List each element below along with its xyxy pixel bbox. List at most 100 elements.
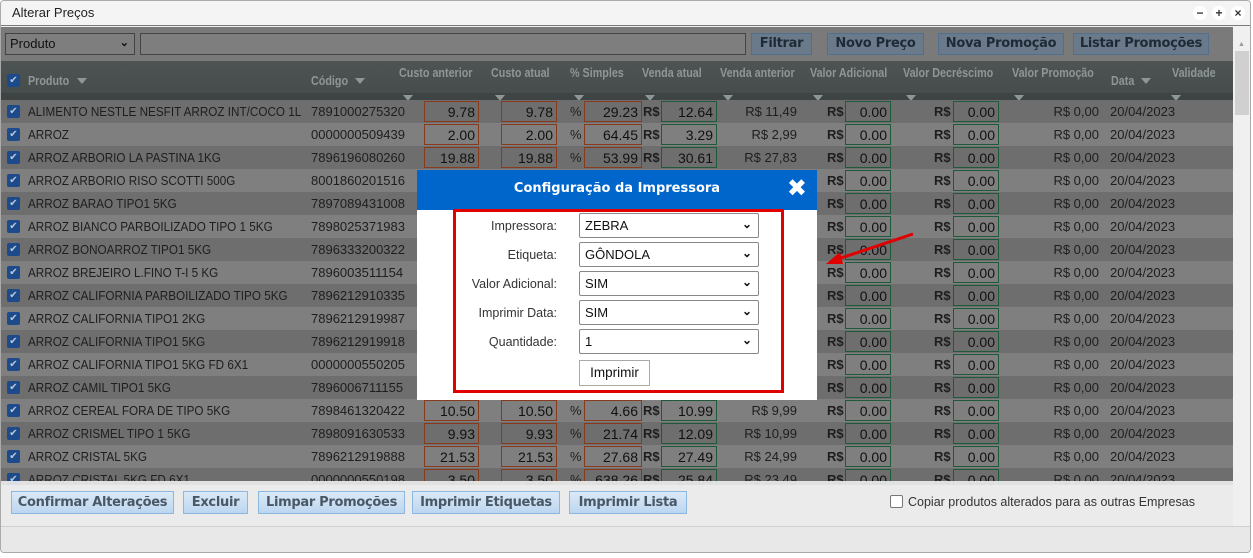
valor-adicional-input[interactable]: 0.00 (845, 400, 891, 421)
custo-anterior-input[interactable]: 10.50 (424, 400, 479, 421)
valor-decrescimo-input[interactable]: 0.00 (953, 331, 999, 352)
custo-atual-input[interactable]: 9.78 (501, 101, 557, 122)
row-checkbox[interactable]: ✔ (7, 404, 20, 417)
valor-adicional-input[interactable]: 0.00 (845, 446, 891, 467)
valor-adicional-input[interactable]: 0.00 (845, 193, 891, 214)
sort-icon[interactable] (723, 95, 733, 101)
valor-decrescimo-input[interactable]: 0.00 (953, 446, 999, 467)
table-row[interactable]: ✔ ARROZ CALIFORNIA TIPO1 5KG FD 6X1 000000… (1, 353, 1233, 376)
novo-preco-button[interactable]: Novo Preço (827, 33, 924, 55)
valor-decrescimo-input[interactable]: 0.00 (953, 170, 999, 191)
confirmar-alteracoes-button[interactable]: Confirmar Alterações (11, 491, 174, 514)
custo-atual-input[interactable]: 19.88 (501, 147, 557, 168)
sort-icon[interactable] (77, 78, 87, 84)
venda-atual-input[interactable]: 27.49 (661, 446, 717, 467)
valor-adicional-input[interactable]: 0.00 (845, 285, 891, 306)
valor-decrescimo-input[interactable]: 0.00 (953, 354, 999, 375)
filter-field-select[interactable]: Produto ⌄ (5, 33, 135, 55)
row-checkbox[interactable]: ✔ (7, 358, 20, 371)
valor-adicional-input[interactable]: 0.00 (845, 262, 891, 283)
valor-adicional-input[interactable]: 0.00 (845, 101, 891, 122)
valor-decrescimo-input[interactable]: 0.00 (953, 400, 999, 421)
sort-icon[interactable] (403, 95, 413, 101)
sort-icon[interactable] (906, 95, 916, 101)
custo-anterior-input[interactable]: 9.78 (424, 101, 479, 122)
listar-promocoes-button[interactable]: Listar Promoções (1073, 33, 1209, 55)
valor-adicional-input[interactable]: 0.00 (845, 331, 891, 352)
simples-input[interactable]: 27.68 (584, 446, 642, 467)
custo-anterior-input[interactable]: 19.88 (424, 147, 479, 168)
col-venda-atual[interactable]: Venda atual (642, 66, 702, 80)
row-checkbox[interactable]: ✔ (7, 266, 20, 279)
col-data[interactable]: Data (1111, 74, 1135, 88)
custo-anterior-input[interactable]: 21.53 (424, 446, 479, 467)
row-checkbox[interactable]: ✔ (7, 174, 20, 187)
simples-input[interactable]: 4.66 (584, 400, 642, 421)
sort-icon[interactable] (574, 95, 584, 101)
custo-atual-input[interactable]: 9.93 (501, 423, 557, 444)
table-row[interactable]: ✔ ARROZ CRISMEL TIPO 1 5KG 7898091630533 9.… (1, 422, 1233, 445)
row-checkbox[interactable]: ✔ (7, 220, 20, 233)
copy-products-checkbox[interactable] (890, 495, 903, 508)
table-row[interactable]: ✔ ARROZ ARBORIO LA PASTINA 1KG 78961960802… (1, 146, 1233, 169)
valor-adicional-input[interactable]: 0.00 (845, 377, 891, 398)
imprimir-etiquetas-button[interactable]: Imprimir Etiquetas (412, 491, 560, 514)
valor-decrescimo-input[interactable]: 0.00 (953, 216, 999, 237)
venda-atual-input[interactable]: 10.99 (661, 400, 717, 421)
sort-icon[interactable] (645, 95, 655, 101)
col-codigo[interactable]: Código (311, 74, 349, 88)
row-checkbox[interactable]: ✔ (7, 427, 20, 440)
sort-icon[interactable] (813, 95, 823, 101)
row-checkbox[interactable]: ✔ (7, 381, 20, 394)
venda-atual-input[interactable]: 12.09 (661, 423, 717, 444)
nova-promocao-button[interactable]: Nova Promoção (938, 33, 1064, 55)
col-simples[interactable]: % Simples (570, 66, 624, 80)
select-all-checkbox[interactable]: ✔ (7, 74, 20, 87)
col-valor-decrescimo[interactable]: Valor Decréscimo (903, 66, 994, 80)
valor-decrescimo-input[interactable]: 0.00 (953, 124, 999, 145)
table-row[interactable]: ✔ ARROZ CEREAL FORA DE TIPO 5KG 7898461320… (1, 399, 1233, 422)
valor-decrescimo-input[interactable]: 0.00 (953, 423, 999, 444)
valor-decrescimo-input[interactable]: 0.00 (953, 308, 999, 329)
impressora-select[interactable]: ZEBRA ⌄ (579, 213, 759, 238)
row-checkbox[interactable]: ✔ (7, 450, 20, 463)
imprimir-button[interactable]: Imprimir (579, 360, 650, 386)
row-checkbox[interactable]: ✔ (7, 128, 20, 141)
table-row[interactable]: ✔ ARROZ BARAO TIPO1 5KG 7897089431008 R$ 0.0… (1, 192, 1233, 215)
valor-decrescimo-input[interactable]: 0.00 (953, 147, 999, 168)
custo-anterior-input[interactable]: 2.00 (424, 124, 479, 145)
custo-anterior-input[interactable]: 9.93 (424, 423, 479, 444)
valor-adicional-select[interactable]: SIM ⌄ (579, 271, 759, 296)
sort-icon[interactable] (495, 95, 505, 101)
row-checkbox[interactable]: ✔ (7, 151, 20, 164)
valor-decrescimo-input[interactable]: 0.00 (953, 262, 999, 283)
row-checkbox[interactable]: ✔ (7, 105, 20, 118)
row-checkbox[interactable]: ✔ (7, 243, 20, 256)
close-button[interactable]: × (1231, 6, 1245, 20)
row-checkbox[interactable]: ✔ (7, 312, 20, 325)
scrollbar-thumb[interactable] (1235, 51, 1249, 115)
custo-atual-input[interactable]: 10.50 (501, 400, 557, 421)
sort-icon[interactable] (355, 78, 365, 84)
row-checkbox[interactable]: ✔ (7, 197, 20, 210)
valor-decrescimo-input[interactable]: 0.00 (953, 285, 999, 306)
valor-adicional-input[interactable]: 0.00 (845, 308, 891, 329)
limpar-promocoes-button[interactable]: Limpar Promoções (258, 491, 405, 514)
filtrar-button[interactable]: Filtrar (751, 33, 812, 55)
excluir-button[interactable]: Excluir (183, 491, 248, 514)
valor-adicional-input[interactable]: 0.00 (845, 354, 891, 375)
col-produto[interactable]: Produto (28, 74, 70, 88)
valor-adicional-input[interactable]: 0.00 (845, 170, 891, 191)
vertical-scrollbar[interactable]: ▲ (1233, 27, 1250, 526)
valor-adicional-input[interactable]: 0.00 (845, 147, 891, 168)
valor-adicional-input[interactable]: 0.00 (845, 216, 891, 237)
col-custo-anterior[interactable]: Custo anterior (399, 66, 473, 80)
venda-atual-input[interactable]: 12.64 (661, 101, 717, 122)
table-row[interactable]: ✔ ALIMENTO NESTLE NESFIT ARROZ INT/COCO 1… (1, 100, 1233, 123)
col-validade[interactable]: Validade (1172, 66, 1216, 80)
quantidade-select[interactable]: 1 ⌄ (579, 329, 759, 354)
venda-atual-input[interactable]: 3.29 (661, 124, 717, 145)
imprimir-lista-button[interactable]: Imprimir Lista (569, 491, 687, 514)
valor-adicional-input[interactable]: 0.00 (845, 124, 891, 145)
table-row[interactable]: ✔ ARROZ 0000000509439 2.00 2.00% 64.45 R$ 3.29 R… (1, 123, 1233, 146)
